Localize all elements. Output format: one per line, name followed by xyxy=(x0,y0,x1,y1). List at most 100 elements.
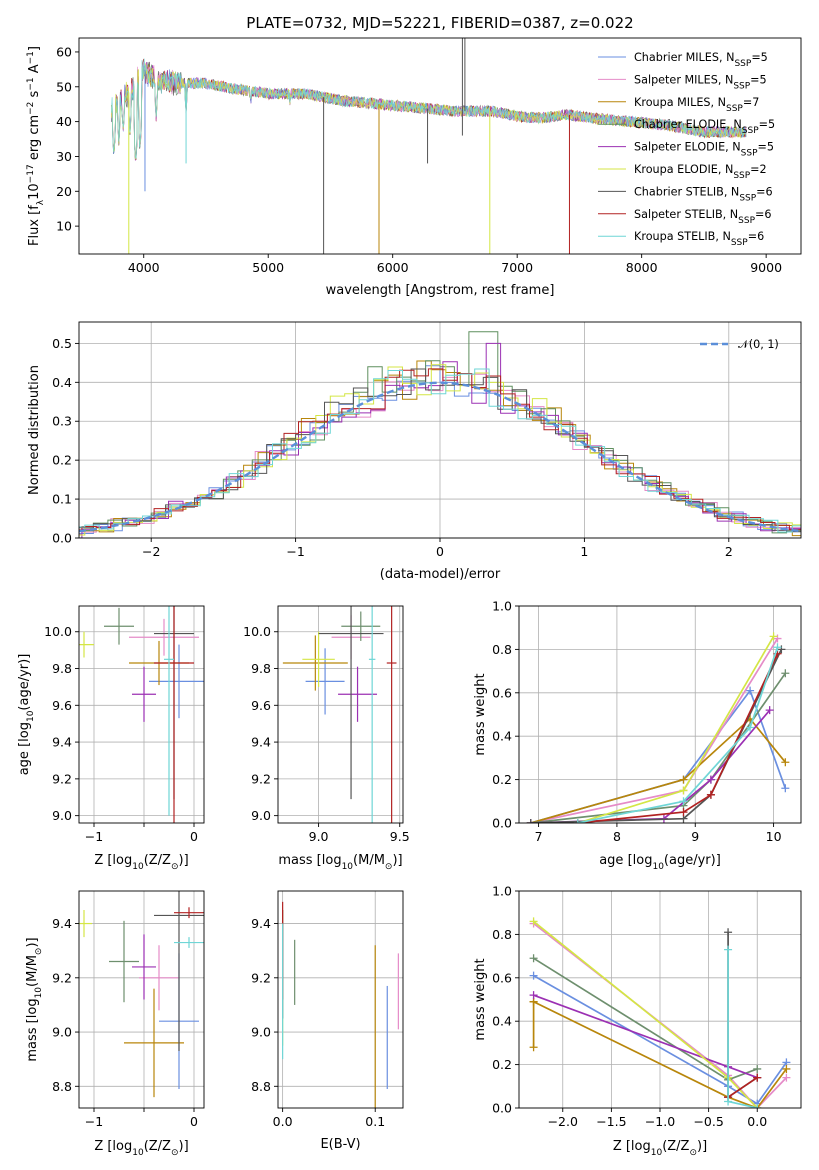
x-tick-label: 0 xyxy=(190,829,198,844)
weight-marker xyxy=(529,991,538,1000)
y-tick-label: 9.2 xyxy=(251,970,271,985)
weight-line xyxy=(530,717,786,823)
y-tick-label: 60 xyxy=(56,44,72,59)
weight-marker xyxy=(529,971,538,980)
weight-line xyxy=(727,949,758,1108)
weight-line xyxy=(577,653,779,823)
x-tick-label: 0 xyxy=(436,544,444,559)
x-tick-label: 10 xyxy=(766,829,782,844)
weight-marker xyxy=(753,1104,762,1108)
weight-marker xyxy=(781,784,790,793)
weight-line xyxy=(577,635,775,823)
y-axis-label: Normed distribution xyxy=(27,365,42,495)
y-tick-label: 0.8 xyxy=(492,927,512,942)
chart-title: PLATE=0732, MJD=52221, FIBERID=0387, z=0… xyxy=(246,14,633,32)
weight-line xyxy=(577,646,779,823)
x-axis-label: age [log10(age/yr)] xyxy=(599,853,721,872)
weight-marker xyxy=(753,1073,762,1082)
grid-mass-vs-EBV xyxy=(278,891,403,1108)
y-tick-label: 1.0 xyxy=(492,599,512,614)
weight-marker xyxy=(781,758,790,767)
y-tick-label: 0.1 xyxy=(52,492,72,507)
y-tick-label: 0.4 xyxy=(492,729,512,744)
weight-line xyxy=(533,994,758,1079)
y-tick-label: 0.2 xyxy=(492,1057,512,1072)
y-tick-label: 0.4 xyxy=(492,1014,512,1029)
y-tick-label: 10.0 xyxy=(44,624,72,639)
weight-marker xyxy=(529,1043,538,1052)
weight-marker xyxy=(573,819,582,823)
y-tick-label: 0.5 xyxy=(52,336,72,351)
legend-label: Kroupa MILES, NSSP=7 xyxy=(634,96,759,114)
x-axis-label: Z [log10(Z/Z⊙)] xyxy=(94,853,188,872)
x-tick-label: −0.5 xyxy=(693,1114,723,1129)
gaussian-curve xyxy=(79,381,801,533)
frame-mass-vs-Z xyxy=(78,890,205,1109)
weight-marker xyxy=(782,1064,791,1073)
frame-mass-vs-EBV xyxy=(277,890,404,1109)
x-tick-label: −2.0 xyxy=(548,1114,578,1129)
x-tick-label: −1.5 xyxy=(596,1114,626,1129)
grid-weight-vs-Z xyxy=(519,890,801,1109)
axes-age-vs-mass: 9.0 9.5 9.0 9.2 9.4 9.6 9.8 10.0 mass [log10(M/M… xyxy=(243,605,410,872)
y-tick-label: 0.2 xyxy=(492,772,512,787)
legend-label: 𝒩(0, 1) xyxy=(738,338,779,351)
y-tick-label: 30 xyxy=(56,149,72,164)
y-axis-label: mass [log10(M/M⊙)] xyxy=(25,937,44,1061)
frame-weight-vs-age xyxy=(518,605,802,824)
weight-marker xyxy=(765,706,774,715)
y-tick-label: 9.2 xyxy=(251,771,271,786)
weight-marker xyxy=(769,632,778,641)
weight-marker xyxy=(724,928,733,937)
y-tick-label: 0.6 xyxy=(492,685,512,700)
y-tick-label: 0.0 xyxy=(492,1101,512,1116)
weight-marker xyxy=(782,1073,791,1082)
y-tick-label: 9.8 xyxy=(251,661,271,676)
weight-line xyxy=(530,709,771,823)
legend-label: Chabrier STELIB, NSSP=6 xyxy=(634,185,773,203)
lines-weight-vs-Z xyxy=(529,917,791,1108)
x-tick-label: −1 xyxy=(85,829,103,844)
legend-label: Salpeter STELIB, NSSP=6 xyxy=(634,208,772,226)
x-tick-label: 0.0 xyxy=(747,1114,767,1129)
grid-age-vs-mass xyxy=(278,606,403,823)
x-tick-label: 7000 xyxy=(501,260,533,275)
weight-marker xyxy=(526,819,535,823)
y-axis-label: mass weight xyxy=(473,958,488,1040)
y-tick-label: 9.2 xyxy=(52,970,72,985)
x-tick-label: 9.5 xyxy=(390,829,410,844)
x-tick-label: −1.0 xyxy=(645,1114,675,1129)
histogram-step xyxy=(79,368,801,534)
frame-age-vs-Z xyxy=(78,605,205,824)
y-axis-label: age [log10(age/yr)] xyxy=(17,654,36,776)
axes-weight-vs-age: 7 8 9 10 0.0 0.2 0.4 0.6 0.8 1.0 mass weight age [l… xyxy=(473,599,802,872)
x-axis-label: wavelength [Angstrom, rest frame] xyxy=(326,283,555,298)
weight-marker xyxy=(679,786,688,795)
y-tick-label: 9.4 xyxy=(251,735,271,750)
legend-label: Salpeter MILES, NSSP=5 xyxy=(634,73,767,91)
y-tick-label: 0.6 xyxy=(492,970,512,985)
x-tick-label: 4000 xyxy=(128,260,160,275)
weight-marker xyxy=(746,723,755,732)
weight-marker xyxy=(746,686,755,695)
weight-marker xyxy=(679,808,688,817)
frame-weight-vs-Z xyxy=(518,890,802,1109)
weight-line xyxy=(530,688,787,823)
y-tick-label: 9.4 xyxy=(52,735,72,750)
y-tick-label: 0.2 xyxy=(52,453,72,468)
points-mass-vs-Z xyxy=(79,891,204,1098)
x-tick-label: 6000 xyxy=(377,260,409,275)
frame-age-vs-mass xyxy=(277,605,404,824)
weight-marker xyxy=(529,917,538,926)
weight-line xyxy=(727,1076,758,1098)
x-tick-label: 5000 xyxy=(252,260,284,275)
weight-line xyxy=(532,1000,788,1108)
x-tick-label: −1 xyxy=(286,544,304,559)
legend-label: Salpeter ELODIE, NSSP=5 xyxy=(634,141,774,159)
lines-weight-vs-age xyxy=(526,632,790,823)
points-age-vs-Z xyxy=(79,606,204,823)
axes-spectrum: 4000 5000 6000 7000 8000 9000 10 20 30 40 50 60 PLAT… xyxy=(26,14,802,298)
y-tick-label: 20 xyxy=(56,184,72,199)
y-tick-label: 9.6 xyxy=(52,698,72,713)
weight-marker xyxy=(781,669,790,678)
